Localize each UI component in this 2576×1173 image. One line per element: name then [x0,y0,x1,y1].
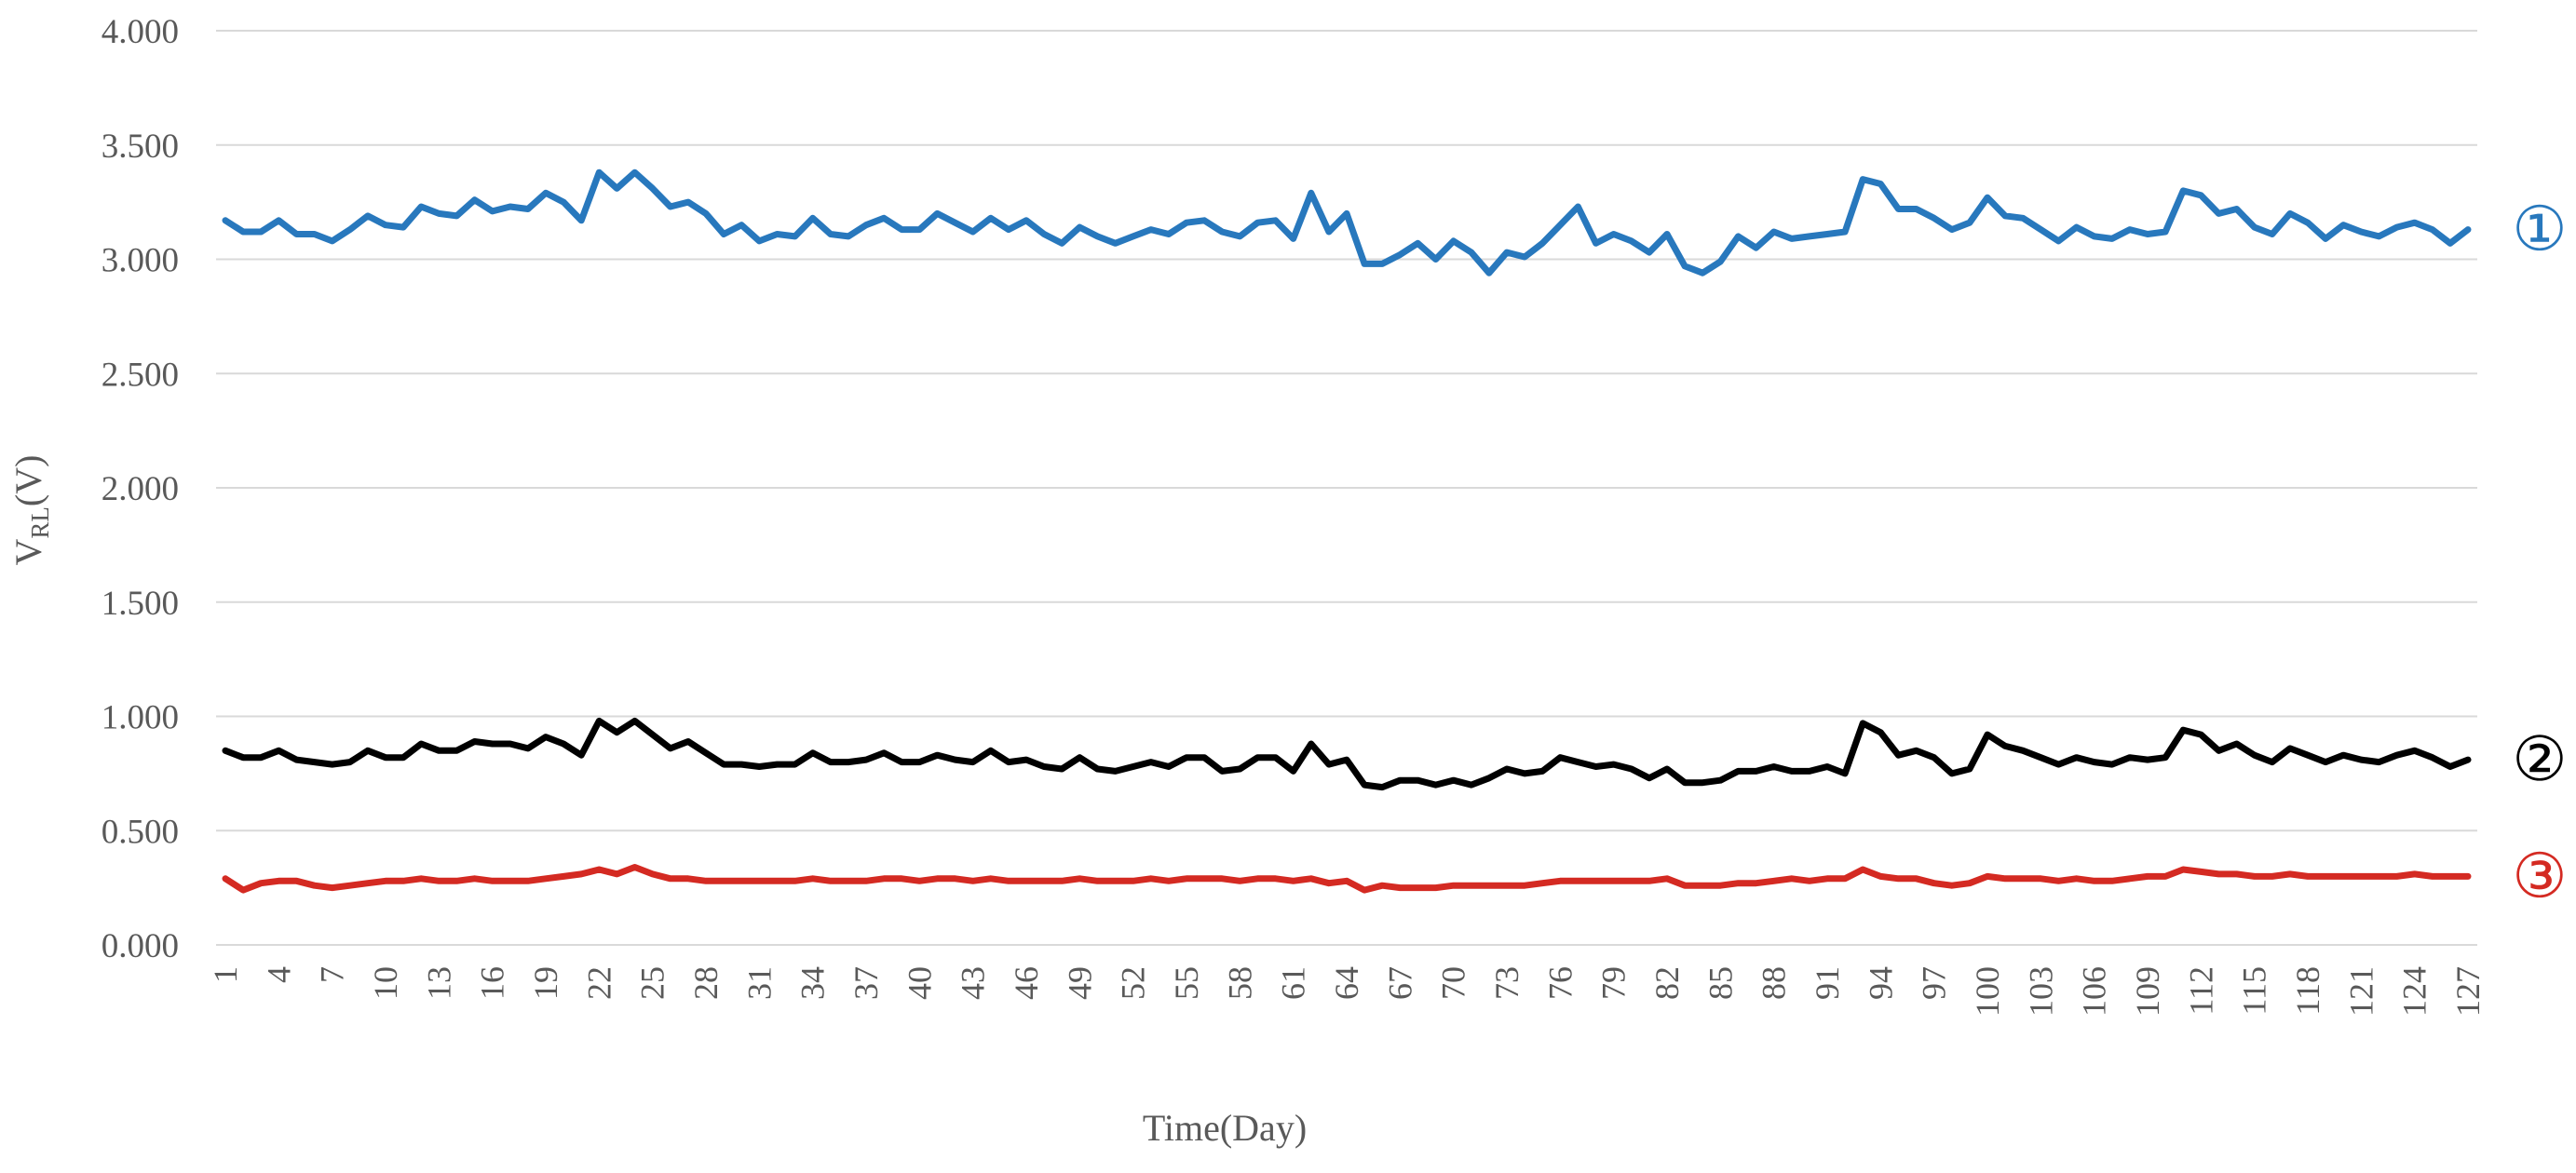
x-tick-label: 82 [1648,966,1686,1000]
y-tick-label: 1.000 [102,699,179,737]
x-tick-label: 55 [1168,966,1205,1000]
x-tick-label: 109 [2129,966,2166,1017]
x-tick-label: 118 [2289,966,2326,1016]
x-tick-label: 58 [1221,966,1258,1000]
x-tick-label: 103 [2022,966,2059,1017]
x-tick-label: 64 [1328,966,1365,1000]
x-tick-label: 106 [2076,966,2113,1017]
series-label-3: ③ [2512,843,2567,910]
x-tick-label: 34 [794,966,832,1000]
y-axis-title-unit: (V) [7,455,49,507]
x-tick-label: 124 [2396,966,2434,1017]
series-line-3 [222,864,2472,894]
x-tick-label: 115 [2236,966,2273,1016]
x-tick-label: 76 [1541,966,1579,1000]
x-axis-tick-labels: 1 4 7 10 13 16 19 22 25 28 31 34 37 40 43 46 49 52 55 58 61 6… [207,966,2487,1017]
x-tick-label: 79 [1595,966,1633,1000]
x-tick-label: 46 [1008,966,1045,1000]
x-tick-label: 7 [314,966,351,983]
series-label-1: ① [2512,196,2567,264]
series-lines [222,169,2472,894]
x-tick-label: 31 [740,966,778,1000]
series-line-1 [222,169,2472,276]
x-tick-label: 28 [687,966,725,1000]
x-tick-label: 10 [367,966,404,1000]
y-axis-title-subscript: RL [26,506,54,539]
x-tick-label: 37 [847,966,885,1000]
x-tick-label: 1 [207,966,244,983]
x-tick-label: 4 [260,966,297,983]
x-tick-label: 121 [2342,966,2379,1017]
x-tick-label: 49 [1061,966,1098,1000]
x-tick-label: 85 [1702,966,1739,1000]
x-tick-label: 100 [1969,966,2006,1017]
x-tick-label: 97 [1916,966,1953,1000]
x-tick-label: 52 [1115,966,1152,1000]
series-end-labels: ① ② ③ [2512,196,2567,911]
x-tick-label: 73 [1488,966,1525,1000]
x-tick-label: 22 [580,966,617,1000]
y-tick-label: 3.500 [102,128,179,166]
x-tick-label: 13 [420,966,457,1000]
x-tick-label: 70 [1435,966,1472,1000]
x-tick-label: 16 [474,966,511,1000]
y-tick-label: 2.500 [102,356,179,394]
x-tick-label: 19 [527,966,564,1000]
y-axis-tick-labels: 0.000 0.500 1.000 1.500 2.000 2.500 3.000 3.500… [102,13,179,965]
y-tick-label: 0.500 [102,813,179,851]
y-axis-title-main: V [7,538,49,565]
x-tick-label: 127 [2449,966,2487,1017]
y-tick-label: 0.000 [102,927,179,965]
x-tick-label: 43 [955,966,992,1000]
y-axis-title: VRL(V) [7,455,54,566]
x-tick-label: 94 [1862,966,1899,1000]
x-tick-label: 112 [2182,966,2219,1016]
y-tick-label: 3.000 [102,242,179,280]
x-tick-label: 67 [1381,966,1418,1000]
x-tick-label: 25 [634,966,671,1000]
x-tick-label: 91 [1809,966,1846,1000]
series-label-2: ② [2512,726,2567,794]
series-line-2 [222,717,2472,791]
y-tick-label: 2.000 [102,470,179,508]
x-tick-label: 88 [1756,966,1793,1000]
x-axis-title: Time(Day) [1143,1107,1307,1149]
gridlines [216,30,2477,946]
y-tick-label: 1.500 [102,585,179,623]
x-tick-label: 40 [901,966,938,1000]
x-tick-label: 61 [1275,966,1312,1000]
y-tick-label: 4.000 [102,13,179,51]
